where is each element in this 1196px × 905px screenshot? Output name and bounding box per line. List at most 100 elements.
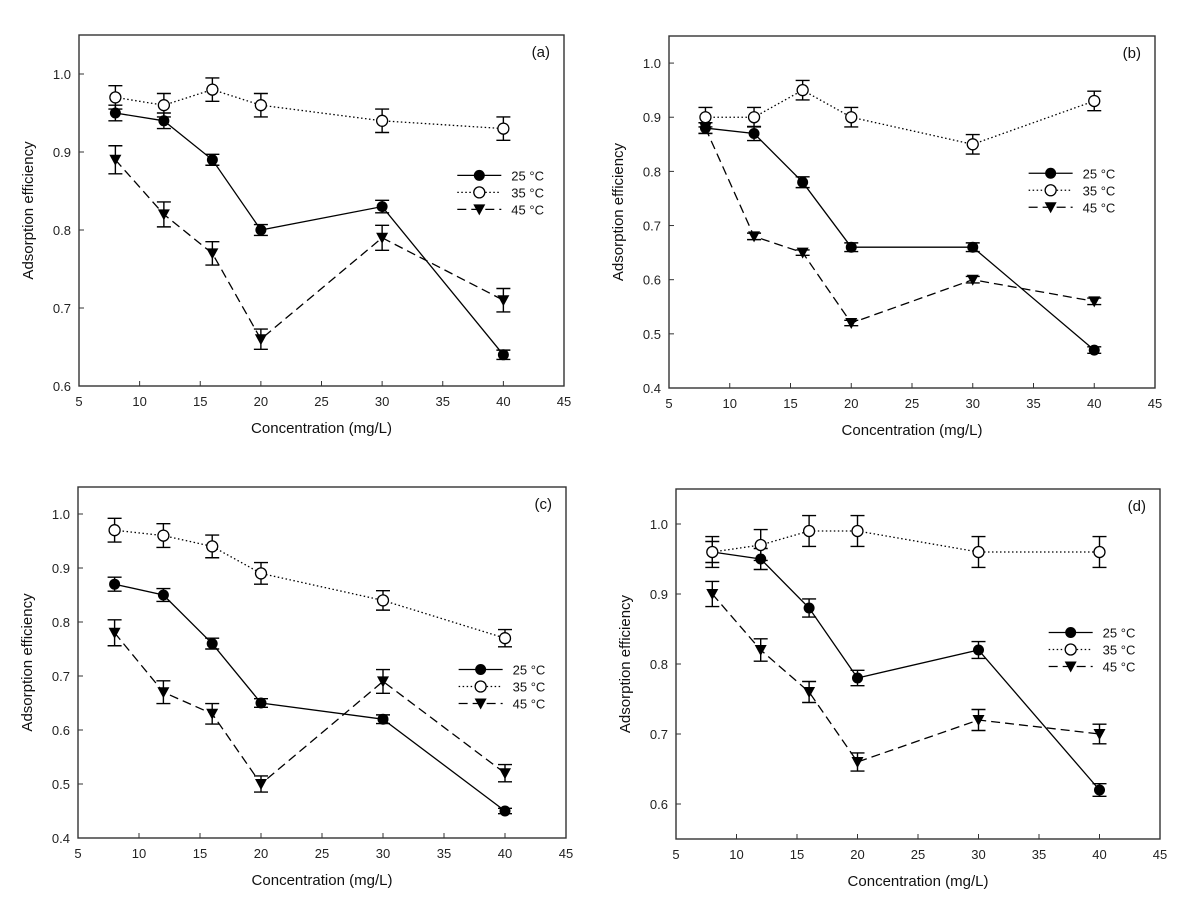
data-point — [206, 540, 219, 553]
x-tick-label: 35 — [437, 846, 451, 861]
legend-marker — [1064, 643, 1077, 656]
x-tick-label: 35 — [1026, 396, 1040, 411]
x-tick-label: 5 — [665, 396, 672, 411]
data-point — [255, 779, 267, 790]
panel-label: (c) — [535, 496, 553, 513]
x-tick-label: 20 — [844, 396, 858, 411]
data-point — [748, 127, 760, 139]
data-point — [499, 768, 511, 780]
series-line — [114, 583, 506, 812]
legend-marker — [1044, 184, 1057, 197]
data-point — [376, 232, 389, 244]
x-tick-label: 25 — [314, 394, 328, 409]
x-tick-label: 20 — [254, 846, 268, 861]
series-line — [115, 88, 504, 130]
data-point — [206, 83, 219, 96]
x-tick-label: 15 — [193, 846, 207, 861]
y-tick-label: 0.5 — [52, 777, 70, 792]
legend-label: 45 °C — [511, 202, 544, 217]
data-point — [796, 247, 809, 259]
x-axis-label: Concentration (mg/L) — [842, 422, 983, 439]
x-axis-label: Concentration (mg/L) — [252, 872, 393, 889]
data-point — [803, 602, 815, 614]
y-tick-label: 1.0 — [643, 56, 661, 71]
data-point — [158, 115, 170, 127]
y-tick-label: 0.6 — [650, 797, 668, 812]
data-point — [254, 567, 268, 580]
data-point — [706, 545, 719, 559]
data-point — [499, 805, 511, 817]
series-line — [114, 632, 506, 785]
data-point — [157, 529, 170, 542]
legend-marker — [474, 698, 487, 710]
series-line — [705, 127, 1095, 351]
data-point — [377, 713, 389, 725]
data-point — [747, 111, 761, 124]
x-tick-label: 40 — [1087, 396, 1101, 411]
x-tick-label: 5 — [74, 846, 81, 861]
legend-entry: 45 °C — [1048, 660, 1135, 675]
legend-entry: 45 °C — [1028, 200, 1115, 215]
legend-label: 25 °C — [1083, 166, 1116, 181]
series-line — [711, 593, 1100, 763]
y-tick-label: 0.6 — [643, 273, 661, 288]
x-tick-label: 25 — [905, 396, 919, 411]
y-tick-label: 0.4 — [643, 381, 661, 396]
series-35C — [705, 514, 1107, 569]
panel-label: (b) — [1123, 45, 1141, 62]
data-point — [109, 154, 122, 166]
legend-entry: 45 °C — [458, 697, 546, 712]
data-point — [797, 176, 809, 188]
x-tick-label: 20 — [254, 394, 268, 409]
y-axis-label: Adsorption efficiency — [617, 594, 634, 733]
legend-label: 45 °C — [513, 697, 546, 712]
x-tick-label: 45 — [559, 846, 573, 861]
data-point — [255, 697, 267, 709]
x-tick-label: 15 — [790, 847, 804, 862]
data-point — [1088, 344, 1100, 356]
x-tick-label: 10 — [132, 846, 146, 861]
y-tick-label: 1.0 — [650, 517, 668, 532]
legend-label: 35 °C — [511, 185, 544, 200]
x-tick-label: 40 — [496, 394, 510, 409]
legend-entry: 35 °C — [458, 680, 545, 695]
data-point — [1093, 729, 1106, 740]
plot-frame — [77, 486, 567, 839]
x-tick-label: 40 — [498, 846, 512, 861]
y-tick-label: 0.9 — [650, 587, 668, 602]
data-point — [206, 248, 219, 260]
y-tick-label: 0.9 — [53, 145, 71, 160]
data-point — [966, 138, 979, 151]
panel-d: 5 10 15 20 25 30 35 40 45 0.6 0.7 0.8 0.9 1.0 Concentr… — [617, 488, 1167, 890]
panel-label: (d) — [1128, 498, 1146, 515]
y-tick-label: 0.8 — [650, 657, 668, 672]
legend-entry: 25 °C — [457, 168, 544, 183]
data-point — [802, 524, 816, 538]
x-tick-label: 30 — [376, 846, 390, 861]
data-point — [973, 644, 984, 656]
data-point — [1088, 94, 1101, 108]
x-axis-label: Concentration (mg/L) — [251, 420, 392, 437]
x-tick-label: 30 — [966, 396, 980, 411]
data-point — [157, 99, 171, 112]
data-point — [1088, 296, 1101, 308]
y-axis-label: Adsorption efficiency — [19, 593, 36, 732]
data-point — [497, 349, 509, 361]
panel-label: (a) — [532, 44, 550, 61]
series-45C — [705, 580, 1107, 772]
y-tick-label: 0.4 — [52, 831, 70, 846]
x-tick-label: 5 — [75, 394, 82, 409]
series-line — [114, 529, 506, 639]
x-tick-label: 40 — [1092, 847, 1106, 862]
data-point — [845, 111, 858, 124]
legend-marker — [1065, 627, 1077, 638]
legend-entry: 35 °C — [457, 185, 544, 200]
y-tick-label: 0.8 — [53, 223, 71, 238]
y-tick-label: 0.5 — [643, 327, 661, 342]
y-tick-label: 0.6 — [53, 379, 71, 394]
data-point — [206, 154, 218, 166]
x-tick-label: 10 — [132, 394, 146, 409]
data-point — [108, 524, 121, 537]
data-point — [803, 687, 816, 698]
series-35C — [107, 517, 512, 648]
